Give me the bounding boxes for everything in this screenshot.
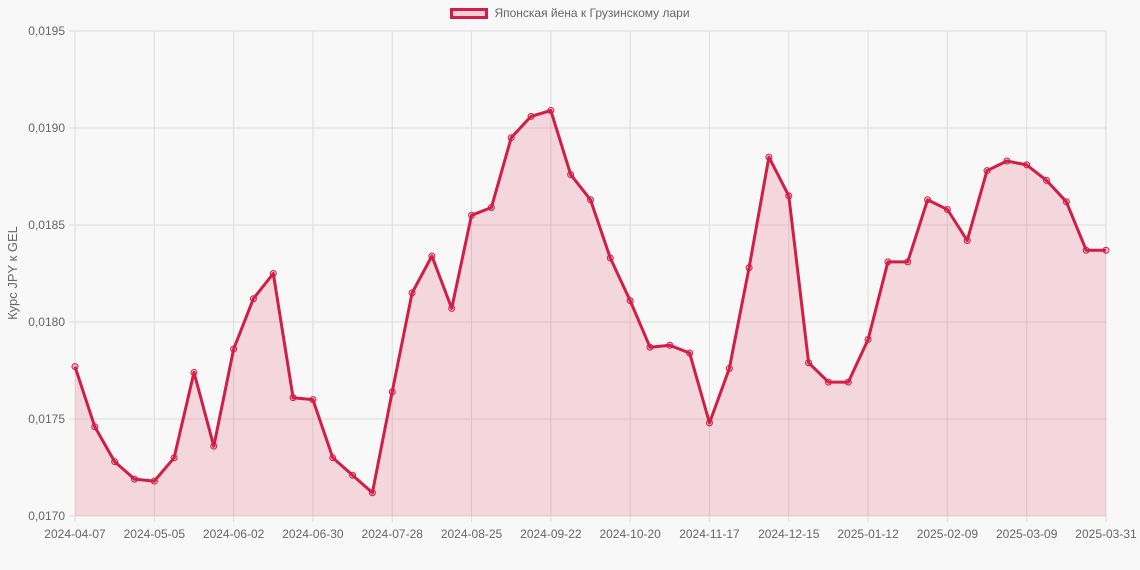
grid-lines (69, 30, 1107, 522)
y-tick-label: 0,0195 (28, 24, 65, 38)
data-line (73, 109, 1106, 495)
data-point[interactable] (448, 304, 456, 312)
data-point[interactable] (1082, 246, 1090, 254)
y-tick-label: 0,0190 (28, 121, 65, 135)
data-point[interactable] (507, 134, 515, 142)
x-tick-label: 2024-08-25 (441, 527, 503, 541)
data-point[interactable] (1043, 176, 1051, 184)
y-axis-title: Курс JPY к GEL (5, 226, 20, 320)
data-point[interactable] (884, 258, 892, 266)
data-point[interactable] (666, 341, 674, 349)
x-axis: 2024-04-07 2024-05-05 2024-06-02 2024-06-30… (44, 527, 1137, 541)
x-tick-label: 2024-12-15 (758, 527, 820, 541)
data-point[interactable] (1023, 161, 1031, 169)
chart-legend: Японская йена к Грузинскому лари (0, 6, 1140, 20)
data-point[interactable] (1062, 198, 1070, 206)
x-tick-label: 2025-02-09 (917, 527, 979, 541)
data-point[interactable] (487, 204, 495, 212)
data-point[interactable] (428, 252, 436, 260)
y-tick-label: 0,0180 (28, 315, 65, 329)
data-point[interactable] (725, 365, 733, 373)
data-points (71, 107, 1110, 497)
y-tick-label: 0,0185 (28, 218, 65, 232)
y-tick-label: 0,0175 (28, 412, 65, 426)
data-point[interactable] (745, 264, 753, 272)
legend-label[interactable]: Японская йена к Грузинскому лари (494, 6, 690, 20)
data-point[interactable] (587, 196, 594, 204)
x-tick-label: 2024-10-20 (599, 527, 661, 541)
data-point[interactable] (943, 205, 951, 213)
data-point[interactable] (408, 289, 416, 297)
x-tick-label: 2024-06-30 (282, 527, 344, 541)
data-point[interactable] (230, 345, 238, 353)
data-point[interactable] (983, 167, 991, 175)
data-point[interactable] (309, 396, 317, 404)
data-point[interactable] (111, 458, 119, 466)
data-point[interactable] (190, 368, 198, 376)
data-point[interactable] (626, 297, 634, 305)
data-point[interactable] (91, 423, 99, 431)
data-point[interactable] (329, 454, 337, 462)
data-point[interactable] (904, 258, 912, 266)
legend-swatch[interactable] (450, 7, 489, 19)
x-tick-label: 2024-11-17 (679, 527, 740, 541)
x-tick-label: 2024-09-22 (520, 527, 582, 541)
x-tick-label: 2025-01-12 (837, 527, 899, 541)
data-point[interactable] (805, 359, 813, 367)
y-tick-label: 0,0170 (28, 509, 65, 523)
data-point[interactable] (249, 295, 257, 303)
data-point[interactable] (130, 475, 138, 483)
data-point[interactable] (388, 388, 396, 396)
data-point[interactable] (71, 363, 79, 371)
data-point[interactable] (349, 471, 357, 479)
data-point[interactable] (705, 419, 713, 427)
data-point[interactable] (765, 153, 773, 161)
data-point[interactable] (844, 378, 852, 386)
y-axis: 0,0170 0,0175 0,0180 0,0185 0,0190 0,0195 (28, 24, 65, 523)
data-point[interactable] (864, 335, 872, 343)
x-tick-label: 2024-06-02 (203, 527, 265, 541)
data-point[interactable] (468, 211, 476, 219)
data-point[interactable] (963, 237, 971, 245)
data-point[interactable] (170, 454, 178, 462)
data-point[interactable] (289, 394, 297, 402)
area-fill (75, 110, 1106, 516)
data-point[interactable] (1003, 157, 1011, 165)
data-point[interactable] (606, 254, 614, 262)
data-point[interactable] (824, 378, 832, 386)
data-point[interactable] (269, 270, 277, 277)
data-point[interactable] (1102, 246, 1110, 254)
data-point[interactable] (368, 489, 376, 497)
data-point[interactable] (547, 107, 555, 115)
data-point[interactable] (150, 477, 158, 485)
data-point[interactable] (567, 171, 575, 179)
data-point[interactable] (527, 112, 535, 120)
data-point[interactable] (785, 192, 793, 200)
x-tick-label: 2024-05-05 (124, 527, 186, 541)
data-point[interactable] (686, 349, 694, 357)
x-tick-label: 2025-03-09 (996, 527, 1058, 541)
x-tick-label: 2025-03-31 (1075, 527, 1137, 541)
data-point[interactable] (646, 343, 654, 351)
x-tick-label: 2024-04-07 (44, 527, 106, 541)
x-tick-label: 2024-07-28 (362, 527, 424, 541)
data-point[interactable] (924, 196, 932, 204)
data-point[interactable] (210, 442, 218, 450)
